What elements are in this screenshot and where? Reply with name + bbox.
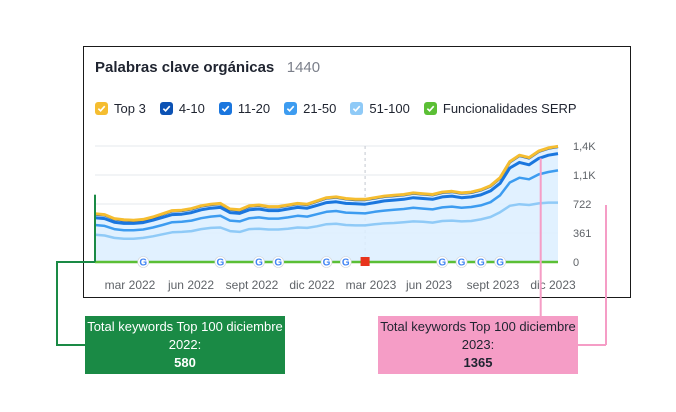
google-icon-letter: G <box>255 258 263 269</box>
legend-item-11-20[interactable]: 11-20 <box>218 101 271 116</box>
google-icon <box>137 256 150 268</box>
y-tick-label: 1,4K <box>573 141 596 153</box>
google-icon <box>272 256 285 268</box>
flag-icon <box>360 257 370 266</box>
google-icon <box>214 256 227 268</box>
google-icon-letter: G <box>458 258 466 269</box>
legend-label: Funcionalidades SERP <box>442 101 577 116</box>
google-icon-letter: G <box>323 258 331 269</box>
legend-item-4-10[interactable]: 4-10 <box>159 101 205 116</box>
checkbox-icon[interactable] <box>423 102 437 115</box>
google-icon <box>455 256 468 268</box>
x-tick-label: jun 2022 <box>167 278 214 292</box>
legend-item-top-3[interactable]: Top 3 <box>95 101 146 116</box>
y-tick-label: 722 <box>573 199 591 211</box>
google-icon-letter: G <box>217 258 225 269</box>
legend-label: 11-20 <box>237 101 271 116</box>
x-tick-label: mar 2023 <box>346 278 397 292</box>
y-tick-label: 361 <box>573 228 591 240</box>
google-icon <box>320 256 333 268</box>
google-icon-letter: G <box>496 258 504 269</box>
legend-label: 21-50 <box>303 101 337 116</box>
checkbox-icon[interactable] <box>350 102 364 115</box>
x-tick-label: mar 2022 <box>105 278 156 292</box>
legend-item-21-50[interactable]: 21-50 <box>284 101 336 116</box>
series-line-top-3 <box>94 144 559 222</box>
legend-label: 51-100 <box>369 101 410 116</box>
google-icon-letter: G <box>139 258 147 269</box>
keyword-count: 1440 <box>286 59 321 76</box>
google-icon-letter: G <box>342 258 350 269</box>
chart-legend: Top 3 4-10 11-20 21-50 51-100 Funcionali… <box>95 101 577 116</box>
callout-dec-2023: Total keywords Top 100 diciembre 2023: 1… <box>378 316 578 374</box>
x-tick-label: dic 2023 <box>530 278 576 292</box>
checkbox-icon[interactable] <box>159 102 173 115</box>
google-icon-letter: G <box>438 258 446 269</box>
series-line-11-20 <box>94 152 559 225</box>
callout-dec-2023-text: Total keywords Top 100 diciembre 2023: <box>380 319 576 352</box>
google-icon <box>436 256 449 268</box>
connector-green <box>56 261 95 346</box>
card-title: Palabras clave orgánicas <box>95 59 275 76</box>
checkbox-icon[interactable] <box>95 102 108 115</box>
callout-dec-2022-text: Total keywords Top 100 diciembre 2022: <box>87 319 283 352</box>
card-header: Palabras clave orgánicas 1440 <box>95 59 320 77</box>
series-line-21-50 <box>94 169 559 232</box>
y-tick-label: 0 <box>573 257 579 269</box>
x-tick-label: jun 2023 <box>405 278 452 292</box>
legend-item-51-100[interactable]: 51-100 <box>350 101 410 116</box>
legend-label: Top 3 <box>114 101 146 116</box>
callout-dec-2022-value: 580 <box>174 355 196 370</box>
legend-label: 4-10 <box>178 101 205 116</box>
x-tick-label: sept 2023 <box>467 278 520 292</box>
series-line-51-100 <box>94 201 558 240</box>
legend-item-serp-features[interactable]: Funcionalidades SERP <box>423 101 577 116</box>
google-icon <box>475 256 487 268</box>
x-tick-label: dic 2022 <box>289 278 335 292</box>
google-icon-letter: G <box>477 258 485 269</box>
checkbox-icon[interactable] <box>284 102 298 115</box>
google-icon <box>494 256 506 268</box>
callout-dec-2023-value: 1365 <box>463 355 493 370</box>
google-icon-letter: G <box>274 258 282 269</box>
callout-dec-2022: Total keywords Top 100 diciembre 2022: 5… <box>85 316 285 374</box>
x-tick-label: sept 2022 <box>226 278 279 292</box>
y-tick-label: 1,1K <box>573 170 596 182</box>
google-icon <box>339 256 352 268</box>
checkbox-icon[interactable] <box>218 102 232 115</box>
google-icon <box>253 256 265 268</box>
